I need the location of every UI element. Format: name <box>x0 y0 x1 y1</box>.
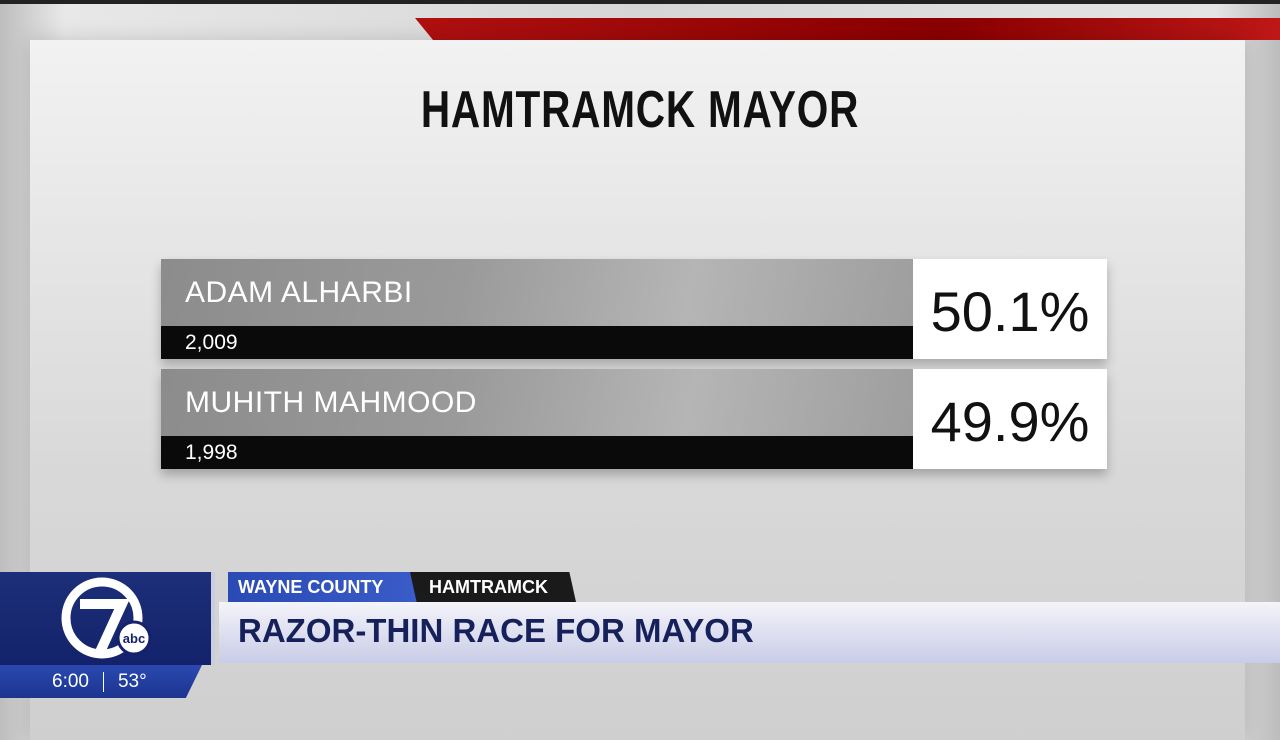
svg-text:abc: abc <box>123 631 145 646</box>
location-tag-city: HAMTRAMCK <box>410 572 576 602</box>
candidate-row: ADAM ALHARBI 2,009 50.1% <box>161 259 1107 359</box>
candidate-votes: 2,009 <box>161 326 913 359</box>
candidate-percent: 50.1% <box>913 259 1107 359</box>
top-strip <box>0 0 1280 4</box>
candidate-name: ADAM ALHARBI <box>161 259 913 326</box>
clock-time: 6:00 <box>52 670 89 692</box>
location-tag-county: WAYNE COUNTY <box>228 572 418 602</box>
divider <box>102 671 104 692</box>
candidate-row: MUHITH MAHMOOD 1,998 49.9% <box>161 369 1107 469</box>
red-accent-bar <box>415 18 1280 40</box>
time-temp-bar: 6:00 53° <box>0 665 202 698</box>
graphic-title: HAMTRAMCK MAYOR <box>420 81 860 139</box>
candidate-votes: 1,998 <box>161 436 913 469</box>
channel-7-abc-logo-icon: abc <box>61 577 152 659</box>
temperature: 53° <box>117 670 147 692</box>
candidate-name: MUHITH MAHMOOD <box>161 369 913 436</box>
headline: RAZOR-THIN RACE FOR MAYOR <box>219 602 1280 663</box>
station-logo: abc <box>0 572 215 665</box>
candidate-percent: 49.9% <box>913 369 1107 469</box>
